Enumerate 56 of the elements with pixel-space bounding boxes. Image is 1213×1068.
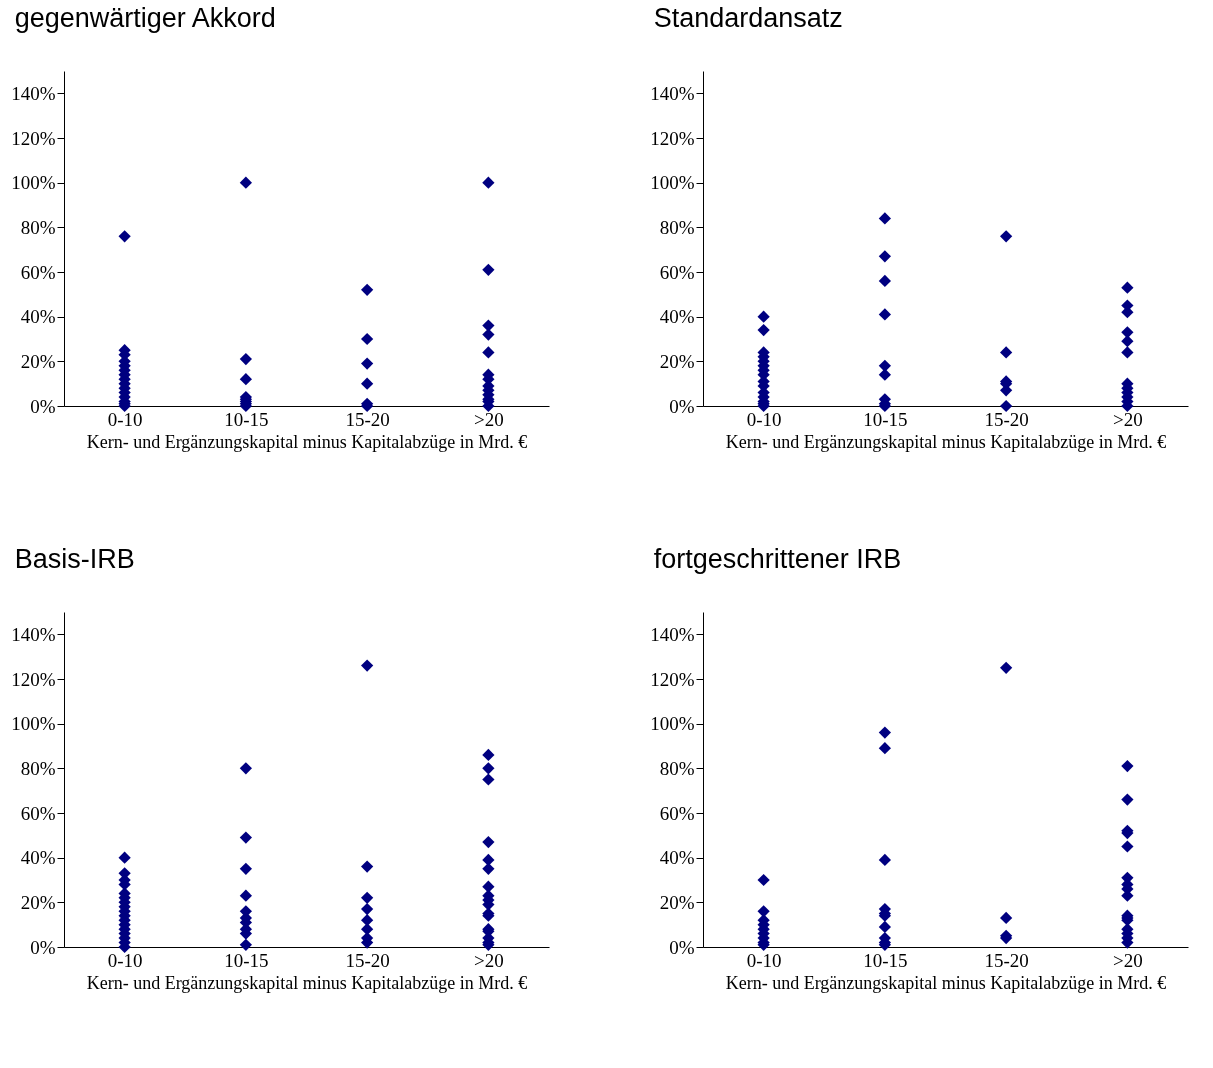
y-tick-label: 140% [650,623,695,645]
y-tick-label: 60% [20,261,56,283]
y-tick-label: 40% [20,847,56,869]
x-axis-title: Kern- und Ergänzungskapital minus Kapitalabzüge in Mrd. € [725,431,1167,452]
y-tick-label: 60% [659,802,695,824]
x-axis-title: Kern- und Ergänzungskapital minus Kapitalabzüge in Mrd. € [86,972,528,993]
y-tick-label: 0% [669,395,695,417]
x-tick-label: >20 [1113,408,1143,430]
x-tick-label: 10-15 [224,949,269,971]
x-axis-title: Kern- und Ergänzungskapital minus Kapitalabzüge in Mrd. € [725,972,1167,993]
x-tick-label: 15-20 [984,408,1029,430]
y-tick-label: 140% [11,82,56,104]
y-tick-label: 20% [20,350,56,372]
y-tick-label: 0% [669,936,695,958]
x-tick-label: 0-10 [107,949,143,971]
x-tick-label: 0-10 [746,408,782,430]
chart-title: gegenwärtiger Akkord [14,3,276,33]
y-tick-label: 40% [659,847,695,869]
y-tick-label: 80% [20,757,56,779]
y-tick-label: 140% [650,82,695,104]
y-tick-label: 80% [659,757,695,779]
y-tick-label: 120% [650,668,695,690]
x-tick-label: 10-15 [863,949,908,971]
x-axis-title: Kern- und Ergänzungskapital minus Kapitalabzüge in Mrd. € [86,431,528,452]
y-tick-label: 140% [11,623,56,645]
x-tick-label: >20 [1113,949,1143,971]
chart-title: fortgeschrittener IRB [653,544,902,574]
y-tick-label: 60% [20,802,56,824]
x-tick-label: 15-20 [984,949,1029,971]
y-tick-label: 20% [659,350,695,372]
y-tick-label: 100% [11,713,56,735]
x-tick-label: 10-15 [863,408,908,430]
y-tick-label: 120% [11,127,56,149]
y-tick-label: 100% [650,713,695,735]
y-tick-label: 120% [11,668,56,690]
y-tick-label: 20% [659,891,695,913]
x-tick-label: >20 [474,949,504,971]
y-tick-label: 100% [11,172,56,194]
y-tick-label: 80% [20,216,56,238]
y-tick-label: 100% [650,172,695,194]
x-tick-label: 10-15 [224,408,269,430]
y-tick-label: 0% [30,936,56,958]
chart-title: Basis-IRB [14,544,135,574]
y-tick-label: 40% [20,306,56,328]
chart-title: Standardansatz [653,3,843,33]
x-tick-label: 15-20 [345,408,390,430]
y-tick-label: 0% [30,395,56,417]
x-tick-label: 0-10 [107,408,143,430]
x-tick-label: 15-20 [345,949,390,971]
y-tick-label: 120% [650,127,695,149]
y-tick-label: 20% [20,891,56,913]
x-tick-label: >20 [474,408,504,430]
y-tick-label: 80% [659,216,695,238]
x-tick-label: 0-10 [746,949,782,971]
y-tick-label: 40% [659,306,695,328]
y-tick-label: 60% [659,261,695,283]
